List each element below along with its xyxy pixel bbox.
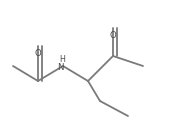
Text: O: O — [35, 49, 41, 59]
Text: N: N — [57, 62, 63, 72]
Text: H: H — [59, 55, 65, 64]
Text: O: O — [110, 31, 116, 40]
